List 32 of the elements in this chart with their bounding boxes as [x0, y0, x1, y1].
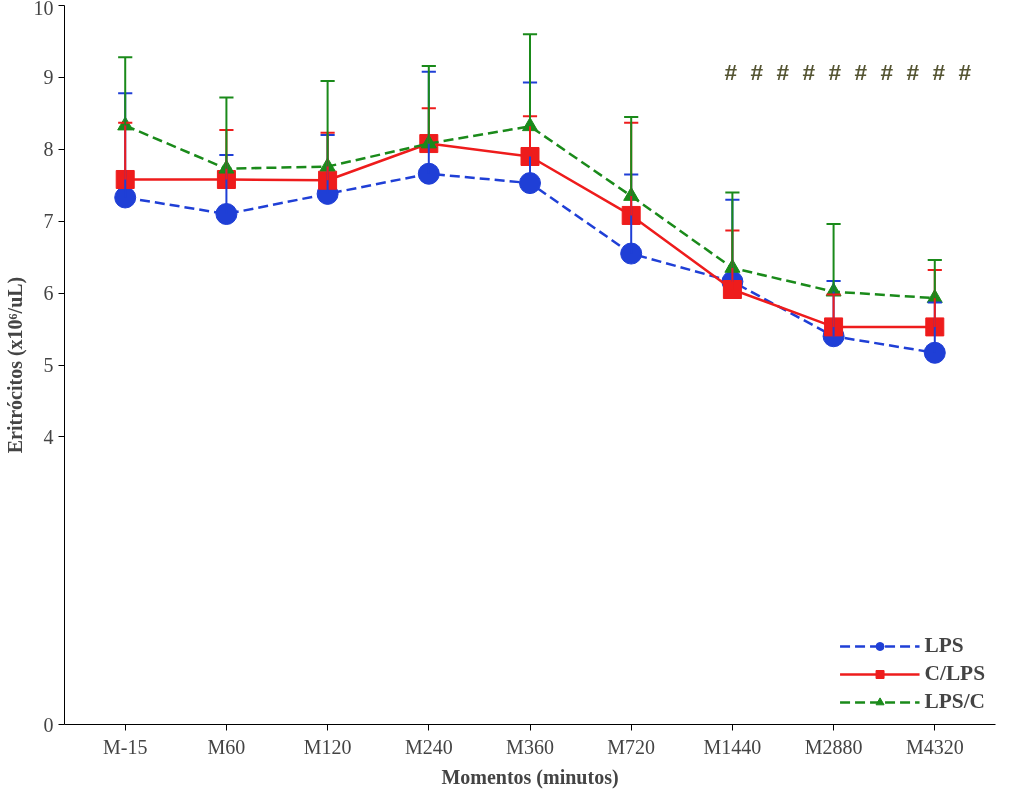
x-axis-title: Momentos (minutos)	[441, 765, 619, 789]
annotation: #	[880, 58, 894, 85]
annotation: #	[776, 58, 790, 85]
y-tick-label: 0	[43, 713, 54, 736]
x-tick-label: M4320	[905, 735, 964, 758]
legend-label: C/LPS	[924, 661, 985, 686]
y-tick-label: 8	[43, 138, 54, 161]
annotation: #	[932, 58, 946, 85]
y-tick-label: 7	[43, 210, 54, 233]
y-axis-title: Eritrócitos (x10⁶/uL)	[3, 276, 27, 454]
y-tick-label: 4	[43, 425, 54, 448]
annotation: #	[802, 58, 816, 85]
x-tick-label: M2880	[804, 735, 863, 758]
y-tick-label: 10	[33, 0, 54, 19]
y-tick-label: 9	[43, 66, 54, 89]
annotation: #	[854, 58, 868, 85]
annotation: #	[958, 58, 972, 85]
annotation: #	[828, 58, 842, 85]
x-tick-label: M240	[404, 735, 453, 758]
x-tick-label: M1440	[703, 735, 762, 758]
x-tick-label: M120	[303, 735, 352, 758]
y-tick-label: 5	[43, 354, 54, 376]
legend-label: LPS	[924, 633, 964, 658]
x-tick-label: M60	[207, 735, 246, 758]
annotation: #	[906, 58, 920, 85]
y-tick-label: 6	[43, 282, 54, 305]
annotation: #	[750, 58, 764, 85]
legend-label: LPS/C	[924, 689, 985, 714]
x-tick-label: M360	[506, 735, 554, 758]
x-tick-label: M-15	[103, 735, 148, 758]
x-tick-label: M720	[607, 735, 656, 758]
annotation: #	[724, 58, 738, 85]
